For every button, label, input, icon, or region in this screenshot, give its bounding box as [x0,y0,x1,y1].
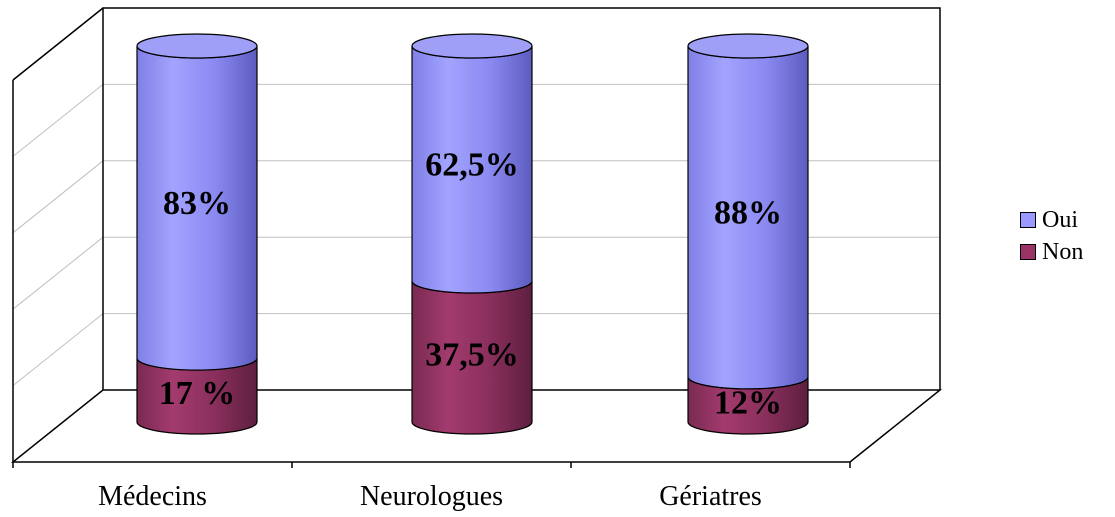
bar-top-cap [136,33,258,59]
category-label: Gériatres [659,481,762,512]
data-label-oui: 88% [714,194,782,231]
side-wall-top-edge [12,7,104,81]
legend-swatch-non [1020,244,1036,260]
bar-top-cap [687,33,809,59]
legend-label-oui: Oui [1042,206,1078,233]
legend-item-oui: Oui [1020,204,1083,236]
data-label-non: 17 % [159,375,236,412]
legend-label-non: Non [1042,238,1084,265]
data-label-non: 12% [714,384,782,421]
data-label-oui: 83% [163,185,231,222]
legend: Oui Non [1020,204,1083,268]
category-label: Neurologues [360,481,503,512]
side-gridline [12,160,104,234]
side-gridline [12,236,104,310]
legend-item-non: Non [1020,236,1083,268]
back-wall [102,7,941,390]
data-label-non: 37,5% [425,337,519,374]
legend-swatch-oui [1020,212,1036,228]
bar-top-cap [411,33,533,59]
side-gridline [12,313,104,386]
data-label-oui: 62,5% [425,147,519,184]
category-label: Médecins [98,481,207,512]
side-gridline [12,84,104,157]
